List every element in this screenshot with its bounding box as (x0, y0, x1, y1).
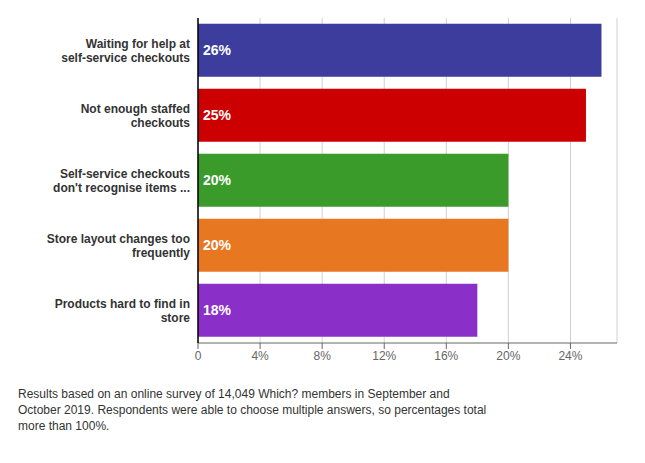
html-text:Results based on an online sur: Results based on an online survey of 14,… (18, 387, 450, 401)
svg-text:24%: 24% (558, 349, 582, 363)
svg-text:25%: 25% (203, 107, 232, 123)
svg-text:16%: 16% (434, 349, 458, 363)
svg-text:Self-service checkoutsdon't re: Self-service checkoutsdon't recognise it… (53, 167, 190, 195)
svg-text:0: 0 (195, 349, 202, 363)
svg-text:Not enough staffedcheckouts: Not enough staffedcheckouts (81, 102, 191, 130)
svg-text:18%: 18% (203, 302, 232, 318)
svg-text:4%: 4% (251, 349, 269, 363)
svg-text:Store layout changes toofreque: Store layout changes toofrequently (47, 232, 191, 260)
svg-text:26%: 26% (203, 42, 232, 58)
svg-text:Products hard to find instore: Products hard to find instore (55, 297, 191, 325)
svg-text:20%: 20% (496, 349, 520, 363)
html-text:more than 100%.: more than 100%. (18, 419, 110, 433)
svg-text:20%: 20% (203, 172, 232, 188)
svg-text:8%: 8% (313, 349, 331, 363)
svg-text:20%: 20% (203, 237, 232, 253)
svg-text:12%: 12% (372, 349, 396, 363)
svg-text:Waiting for help atself-servic: Waiting for help atself-service checkout… (61, 37, 190, 65)
html-text:October 2019. Respondents were: October 2019. Respondents were able to c… (18, 403, 487, 417)
